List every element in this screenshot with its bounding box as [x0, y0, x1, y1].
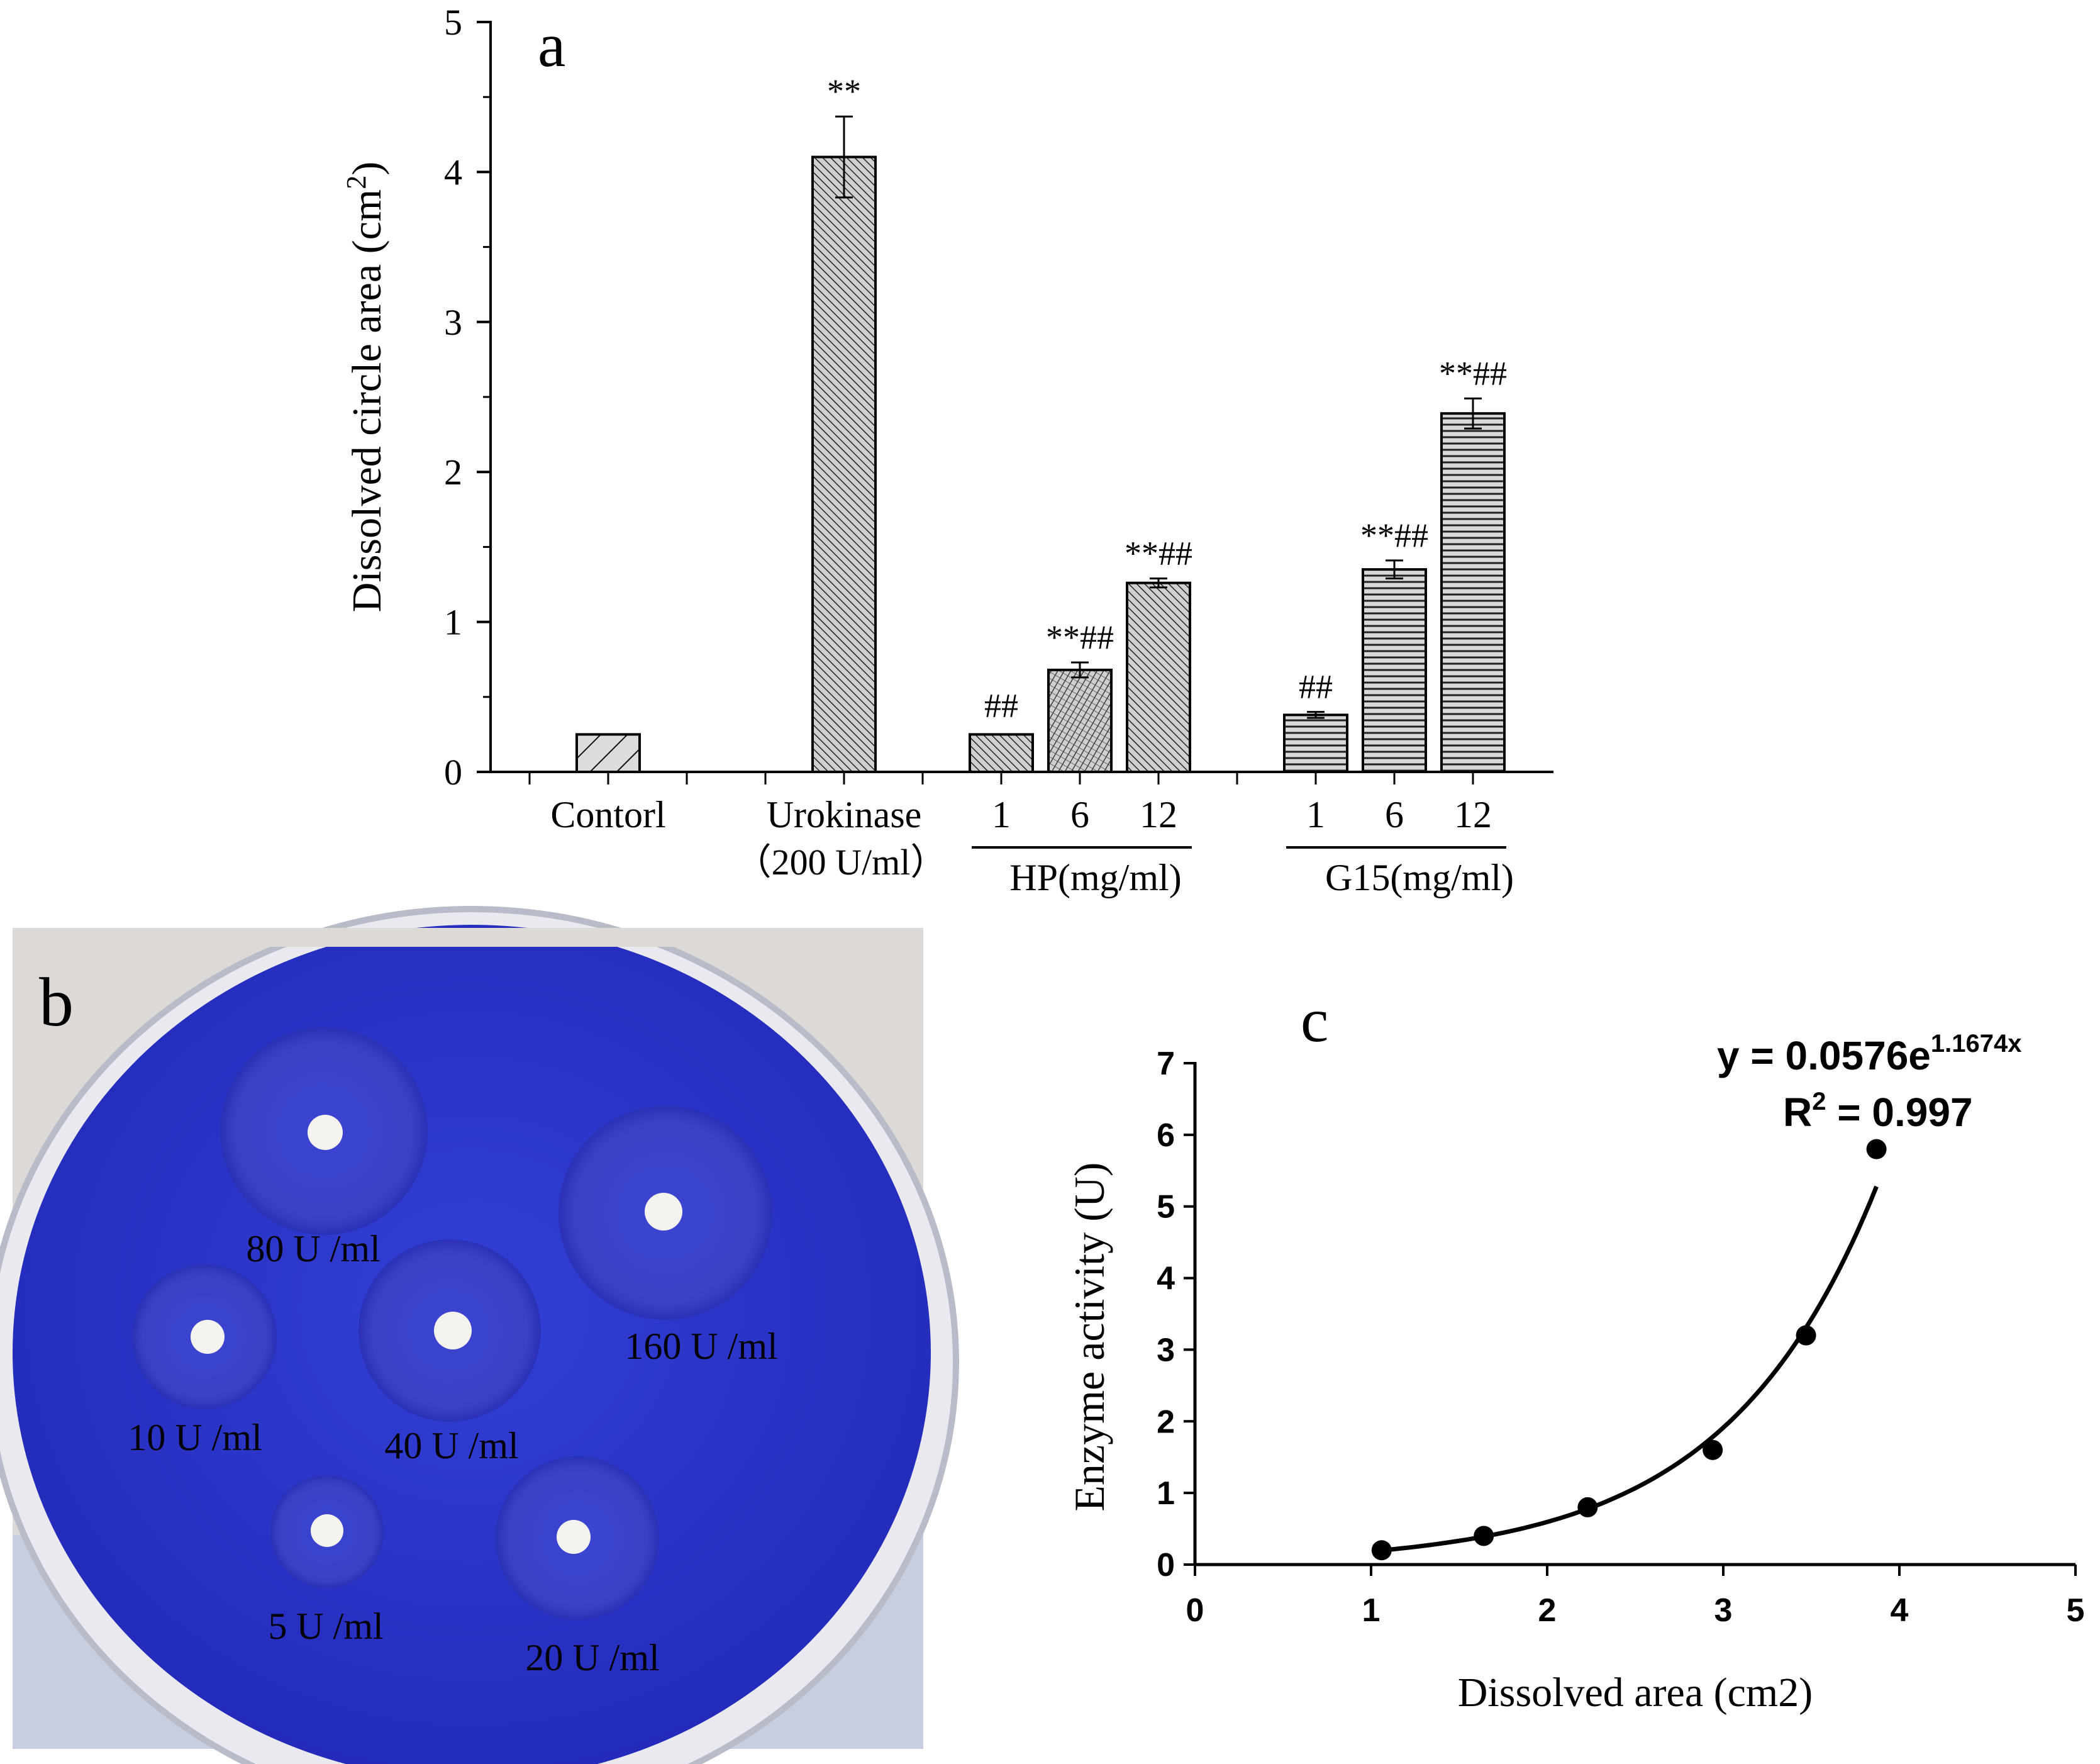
panel-a-y-axis-title: Dissolved circle area (cm2): [341, 162, 391, 613]
photo-label-40: 40 U /ml: [384, 1425, 518, 1466]
c-x-tick-label: 2: [1538, 1592, 1557, 1629]
panel-b-photo: 80 U /ml 160 U /ml 10 U /ml 40 U /ml 5 U…: [0, 906, 959, 1764]
c-x-tick-label: 0: [1186, 1592, 1204, 1629]
lysis-zone-80: [220, 1027, 428, 1235]
data-point: [1474, 1526, 1494, 1546]
well-5: [311, 1514, 343, 1547]
bar: [1047, 668, 1113, 773]
lysis-zone-5: [270, 1475, 384, 1588]
a-group-label: HP(mg/ml): [1009, 857, 1181, 898]
panel-c: c 0 1 2 3 4 5 6 7 0 1 2 3 4 5 Enzyme activity (U) Dis…: [1065, 985, 2084, 1716]
c-x-tick-label: 5: [2067, 1592, 2085, 1629]
a-x-sublabel: （200 U/ml）: [735, 842, 947, 883]
photo-label-20: 20 U /ml: [525, 1637, 659, 1678]
panel-c-letter: c: [1301, 985, 1328, 1055]
bar: [1362, 568, 1427, 773]
a-x-tick-label: 6: [1385, 794, 1404, 835]
c-y-tick-label: 6: [1157, 1117, 1175, 1154]
a-x-tick-label: 6: [1070, 794, 1089, 835]
panel-c-marks: [1371, 1139, 1887, 1561]
a-y-tick-label: 5: [444, 2, 462, 43]
well-80: [308, 1115, 343, 1150]
a-x-tick-label: 12: [1140, 794, 1177, 835]
a-x-tick-label: 1: [992, 794, 1011, 835]
a-y-tick-label: 2: [444, 452, 462, 493]
panel-a-bars: Contorl ** Urokinase （200 U/ml） ## 1 **## 6 **##…: [550, 72, 1507, 883]
c-y-tick-label: 2: [1157, 1404, 1175, 1440]
a-y-tick-label: 3: [444, 302, 462, 343]
c-x-tick-label: 4: [1891, 1592, 1909, 1629]
lysis-zone-160: [558, 1106, 772, 1320]
photo-label-5: 5 U /ml: [268, 1605, 383, 1647]
well-40: [434, 1312, 472, 1349]
data-point: [1866, 1139, 1887, 1159]
c-y-tick-label: 4: [1157, 1261, 1175, 1297]
a-x-tick-label: 1: [1306, 794, 1325, 835]
a-x-tick-label: Urokinase: [767, 794, 922, 835]
c-y-tick-label: 7: [1157, 1046, 1175, 1082]
significance-label: ##: [1299, 668, 1333, 706]
bar: [969, 733, 1034, 774]
well-10: [191, 1320, 225, 1354]
well-160: [645, 1193, 682, 1231]
bar: [1440, 412, 1506, 773]
lysis-zone-10: [132, 1264, 277, 1409]
bar: [1283, 713, 1348, 773]
c-x-tick-label: 1: [1362, 1592, 1381, 1629]
well-20: [557, 1520, 591, 1554]
fit-r-squared: R2 = 0.997: [1783, 1088, 1973, 1135]
a-group-label: G15(mg/ml): [1325, 857, 1514, 898]
a-y-tick-label: 4: [444, 152, 462, 193]
photo-label-160: 160 U /ml: [625, 1326, 777, 1367]
significance-label: **##: [1360, 516, 1428, 554]
c-y-tick-label: 3: [1157, 1332, 1175, 1368]
data-point: [1703, 1439, 1723, 1460]
c-y-tick-label: 1: [1157, 1475, 1175, 1512]
photo-label-80: 80 U /ml: [246, 1228, 380, 1270]
significance-label: **##: [1125, 534, 1192, 572]
significance-label: **##: [1046, 618, 1114, 656]
a-y-tick-label: 1: [444, 602, 462, 643]
significance-label: **##: [1439, 354, 1507, 392]
lysis-zone-40: [358, 1239, 541, 1422]
photo-top-strip: [13, 928, 923, 947]
fit-curve: [1381, 1185, 1879, 1553]
bar: [1126, 581, 1191, 774]
c-y-tick-label: 5: [1157, 1189, 1175, 1225]
significance-label: **: [827, 72, 861, 110]
a-x-tick-label: Contorl: [550, 794, 665, 835]
panel-b-letter: b: [39, 964, 74, 1041]
lysis-zone-20: [496, 1456, 659, 1620]
panel-c-axes: 0 1 2 3 4 5 6 7 0 1 2 3 4 5: [1157, 1046, 2084, 1629]
bar: [811, 155, 877, 773]
data-point: [1796, 1325, 1816, 1346]
data-point: [1371, 1540, 1392, 1561]
c-y-tick-label: 0: [1157, 1547, 1175, 1583]
significance-label: ##: [984, 686, 1018, 724]
c-x-tick-label: 3: [1714, 1592, 1733, 1629]
a-y-tick-label: 0: [444, 752, 462, 793]
panel-c-y-axis-title: Enzyme activity (U): [1065, 1162, 1113, 1511]
bar: [575, 733, 641, 774]
fit-equation: y = 0.0576e1.1674x: [1717, 1030, 2021, 1078]
panel-a-letter: a: [538, 10, 565, 80]
a-x-tick-label: 12: [1454, 794, 1492, 835]
data-point: [1577, 1497, 1598, 1517]
photo-label-10: 10 U /ml: [128, 1417, 262, 1458]
panel-c-x-axis-title: Dissolved area (cm2): [1458, 1670, 1813, 1716]
